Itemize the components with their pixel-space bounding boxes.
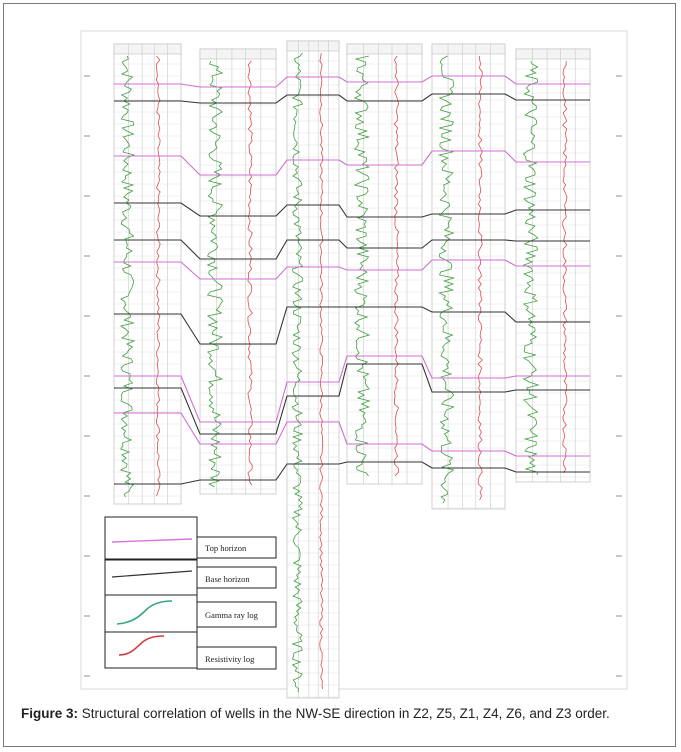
legend-line-top-horizon <box>111 538 193 543</box>
legend-label-box-base-horizon <box>196 566 277 589</box>
horizon-line <box>114 355 590 423</box>
well-column <box>199 48 277 495</box>
gamma-ray-curve <box>206 60 224 488</box>
resistivity-curve <box>562 60 568 474</box>
well-column <box>286 40 340 699</box>
legend-label-resistivity: Resistivity log <box>205 654 255 664</box>
resistivity-curve <box>155 55 161 497</box>
resistivity-curve <box>393 55 400 477</box>
horizon-line <box>114 412 590 457</box>
horizon-line <box>114 239 590 260</box>
legend-swatch-top-horizon <box>104 516 198 560</box>
well-header <box>113 43 182 55</box>
horizon-line <box>114 150 590 176</box>
horizons-group <box>114 75 590 485</box>
well-header <box>199 48 277 60</box>
legend-label-box-resistivity <box>196 646 277 670</box>
legend-swatch-base-horizon <box>104 559 198 596</box>
well-column <box>346 43 423 485</box>
figure-caption: Figure 3: Structural correlation of well… <box>21 704 669 723</box>
panel-border <box>80 30 628 690</box>
resistivity-curve <box>247 60 253 486</box>
well-track-frame <box>346 43 423 485</box>
gamma-ray-curve <box>522 60 540 476</box>
well-track-frame <box>199 48 277 495</box>
well-correlation-panel: Top horizon Base horizon Gamma ray log R… <box>80 30 628 699</box>
well-track-frame <box>113 43 182 505</box>
legend-label-box-gamma-ray <box>196 601 277 628</box>
well-column <box>431 43 506 510</box>
well-header <box>431 43 506 55</box>
legend-swatch-gamma-ray <box>104 594 198 633</box>
legend-label-base-horizon: Base horizon <box>205 574 250 584</box>
well-header <box>286 40 340 52</box>
legend-line-base-horizon <box>111 570 193 578</box>
horizon-line <box>114 363 590 435</box>
legend-curve-gamma-ray <box>116 600 173 625</box>
resistivity-curve <box>319 52 324 690</box>
well-track-frame <box>431 43 506 510</box>
horizon-line <box>114 259 590 280</box>
caption-label: Figure 3: <box>21 706 79 721</box>
gamma-ray-curve <box>353 55 371 477</box>
horizon-line <box>114 93 590 104</box>
legend-label-gamma-ray: Gamma ray log <box>205 610 259 620</box>
legend-label-box-top-horizon <box>196 536 277 559</box>
legend: Top horizon Base horizon Gamma ray log R… <box>104 516 277 670</box>
horizon-line <box>114 75 590 88</box>
gamma-ray-curve <box>119 55 136 498</box>
well-header <box>515 48 591 60</box>
legend-curve-resistivity <box>118 635 165 656</box>
figure-frame: Top horizon Base horizon Gamma ray log R… <box>3 3 676 747</box>
gamma-ray-curve <box>437 55 456 504</box>
horizon-line <box>114 202 590 218</box>
resistivity-curve <box>477 55 483 501</box>
caption-text: Structural correlation of wells in the N… <box>78 706 610 721</box>
well-column <box>113 43 182 505</box>
legend-label-top-horizon: Top horizon <box>205 543 247 553</box>
horizon-line <box>114 461 590 485</box>
wells-group <box>113 40 591 699</box>
depth-ticks <box>84 75 622 677</box>
well-header <box>346 43 423 55</box>
horizon-line <box>114 306 590 345</box>
